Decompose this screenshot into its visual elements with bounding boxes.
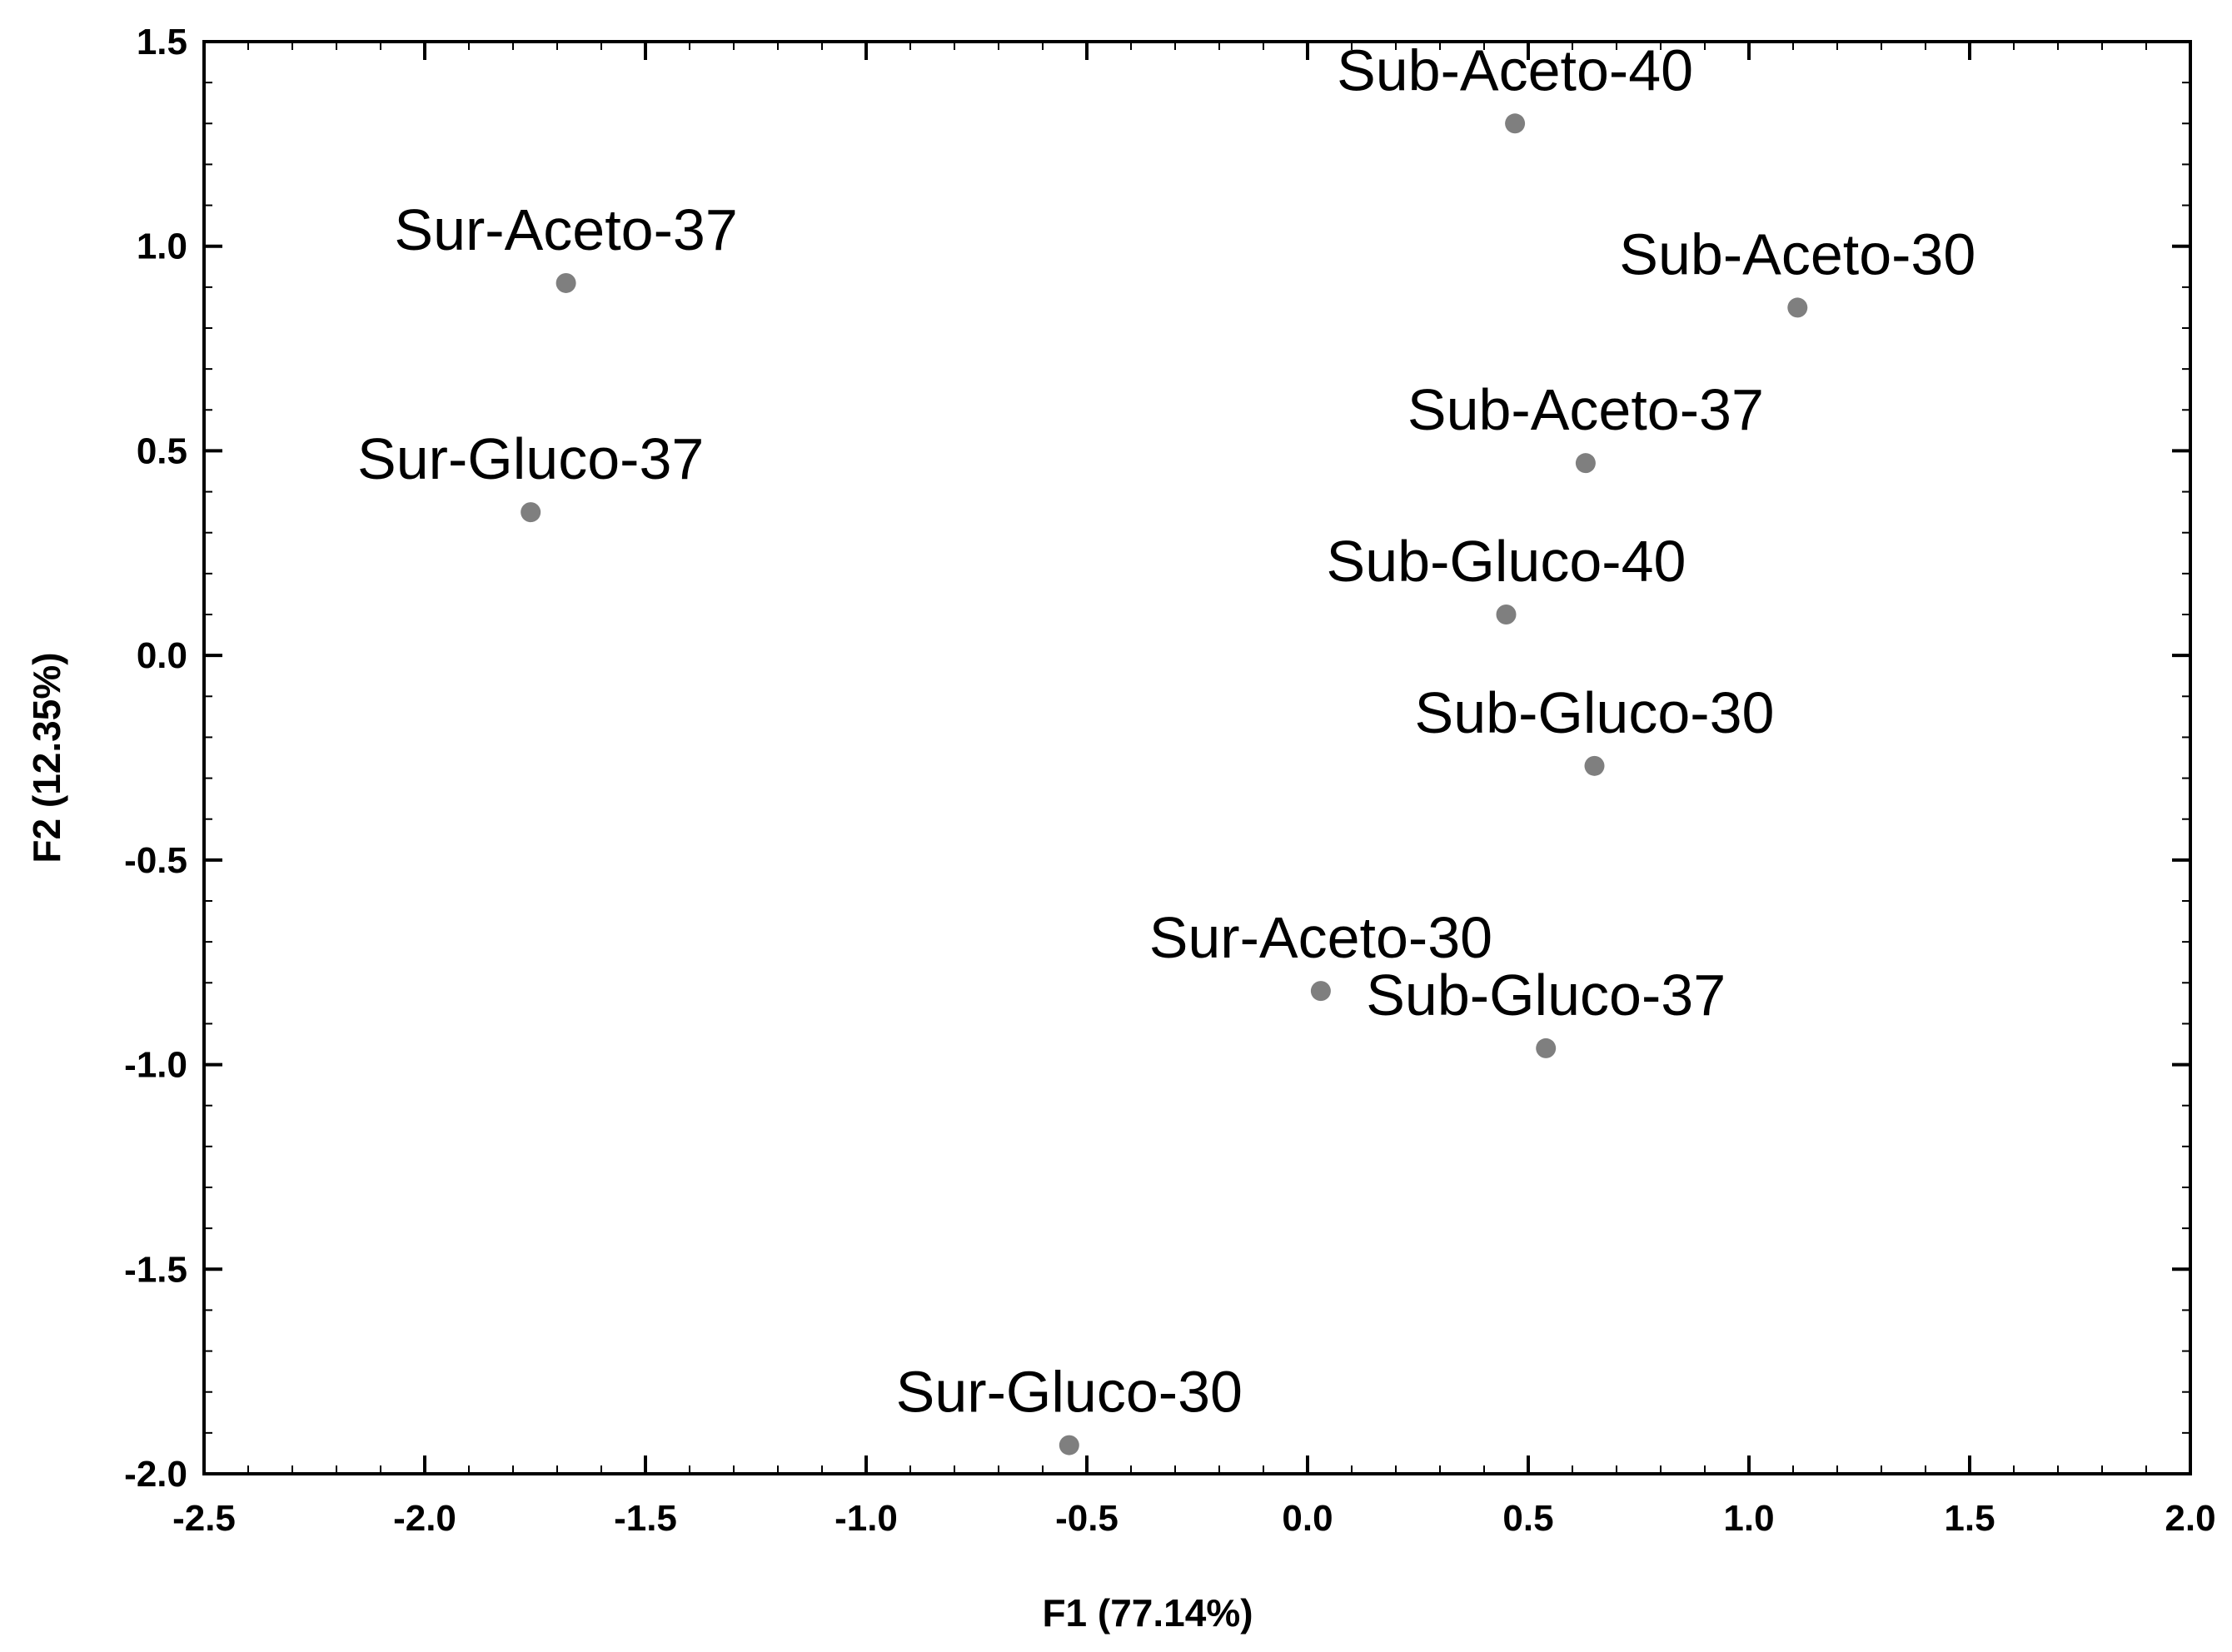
y-tick-label: -1.0 [124,1045,187,1086]
y-axis-title: F2 (12.35%) [25,652,68,863]
point-label: Sub-Gluco-40 [1327,529,1686,594]
point-label: Sub-Gluco-37 [1366,963,1726,1028]
x-axis-ticks: -2.5 -2.0 -1.5 -1.0 -0.5 0.0 0.5 1.0 1.5 2.0 [172,42,2216,1539]
point-labels: Sub-Aceto-40 Sur-Aceto-37 Sub-Aceto-30 Sub-… [357,37,1975,1424]
y-axis-ticks: 1.5 1.0 0.5 0.0 -0.5 -1.0 -1.5 -2.0 [124,22,2190,1495]
y-tick-label: 1.0 [137,226,187,267]
y-tick-label: -0.5 [124,840,187,881]
x-tick-label: 1.0 [1723,1498,1774,1539]
y-tick-label: -2.0 [124,1454,187,1495]
point-label: Sur-Aceto-30 [1149,905,1492,970]
y-tick-label: 1.5 [137,22,187,62]
data-point [1575,453,1596,474]
data-point [1505,113,1526,134]
x-tick-label: -1.0 [835,1498,898,1539]
x-tick-label: -2.5 [172,1498,236,1539]
y-tick-label: 0.5 [137,430,187,471]
x-tick-label: 2.0 [2165,1498,2215,1539]
x-axis-title: F1 (77.14%) [1042,1591,1253,1635]
point-label: Sur-Gluco-37 [357,426,704,491]
point-label: Sub-Gluco-30 [1415,680,1775,745]
data-point [1059,1435,1079,1455]
data-point [1310,981,1331,1002]
plot-frame [202,40,2192,1475]
data-point [556,272,576,293]
x-tick-label: -0.5 [1055,1498,1118,1539]
point-label: Sub-Aceto-37 [1407,377,1764,442]
data-point [1584,755,1605,776]
data-point [1496,605,1517,624]
point-label: Sur-Gluco-30 [896,1360,1243,1425]
data-points [521,113,1808,1455]
x-tick-label: -1.5 [614,1498,677,1539]
x-tick-label: 1.5 [1944,1498,1995,1539]
point-label: Sub-Aceto-30 [1619,221,1975,286]
data-point [1787,297,1808,318]
x-tick-label: -2.0 [393,1498,456,1539]
y-tick-label: 0.0 [137,635,187,676]
data-point [1536,1037,1557,1058]
x-tick-label: 0.5 [1502,1498,1553,1539]
x-tick-label: 0.0 [1282,1498,1333,1539]
y-tick-label: -1.5 [124,1249,187,1290]
data-point [521,502,541,523]
point-label: Sub-Aceto-40 [1337,37,1693,102]
point-label: Sur-Aceto-37 [394,197,737,262]
